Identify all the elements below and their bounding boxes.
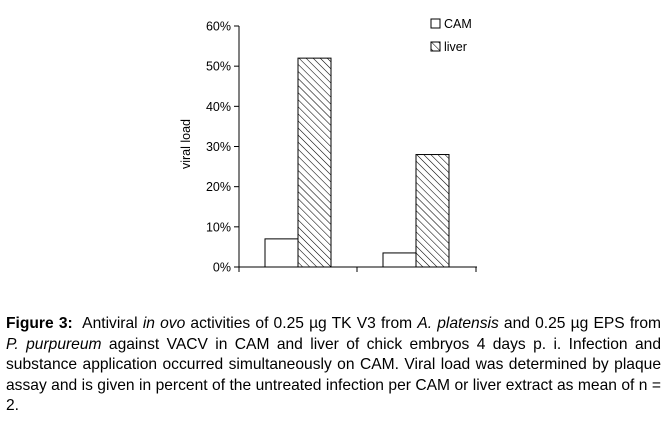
caption-italic-2: A. platensis [417,315,499,332]
y-tick-label: 10% [206,220,231,234]
caption-text-2: activities of 0.25 µg TK V3 from [185,315,418,332]
y-tick-label: 20% [206,180,231,194]
figure-caption: Figure 3: Antiviral in ovo activities of… [6,314,661,417]
legend-label-liver: liver [444,40,467,54]
y-tick-label: 50% [206,60,231,74]
caption-text-3: and 0.25 µg EPS from [498,315,662,332]
bar-chart: 0% 10% 20% 30% 40% 50% 60% viral load CAM liver [179,17,477,275]
bars [264,57,450,268]
x-ticks [238,267,477,272]
caption-label: Figure 3: [6,315,73,332]
caption-italic-3: P. purpureum [6,335,102,353]
y-ticks: 0% 10% 20% 30% 40% 50% 60% [206,20,239,275]
y-tick-label: 60% [206,20,231,34]
caption-italic-1: in ovo [142,315,186,332]
y-tick-label: 30% [206,140,231,154]
bar-liver-1 [297,57,332,268]
bar-cam-2 [382,252,417,268]
y-axis-label: viral load [179,119,193,169]
legend-swatch-cam [430,18,441,29]
y-tick-label: 40% [206,100,231,114]
bar-liver-2 [415,154,450,268]
legend-swatch-liver [430,41,441,52]
bar-cam-1 [264,238,299,268]
legend-label-cam: CAM [444,17,472,31]
y-tick-label: 0% [213,261,231,275]
caption-text-4: against VACV in CAM and liver of chick e… [6,335,662,415]
caption-text-1: Antiviral [82,315,143,332]
legend: CAM liver [430,17,472,54]
